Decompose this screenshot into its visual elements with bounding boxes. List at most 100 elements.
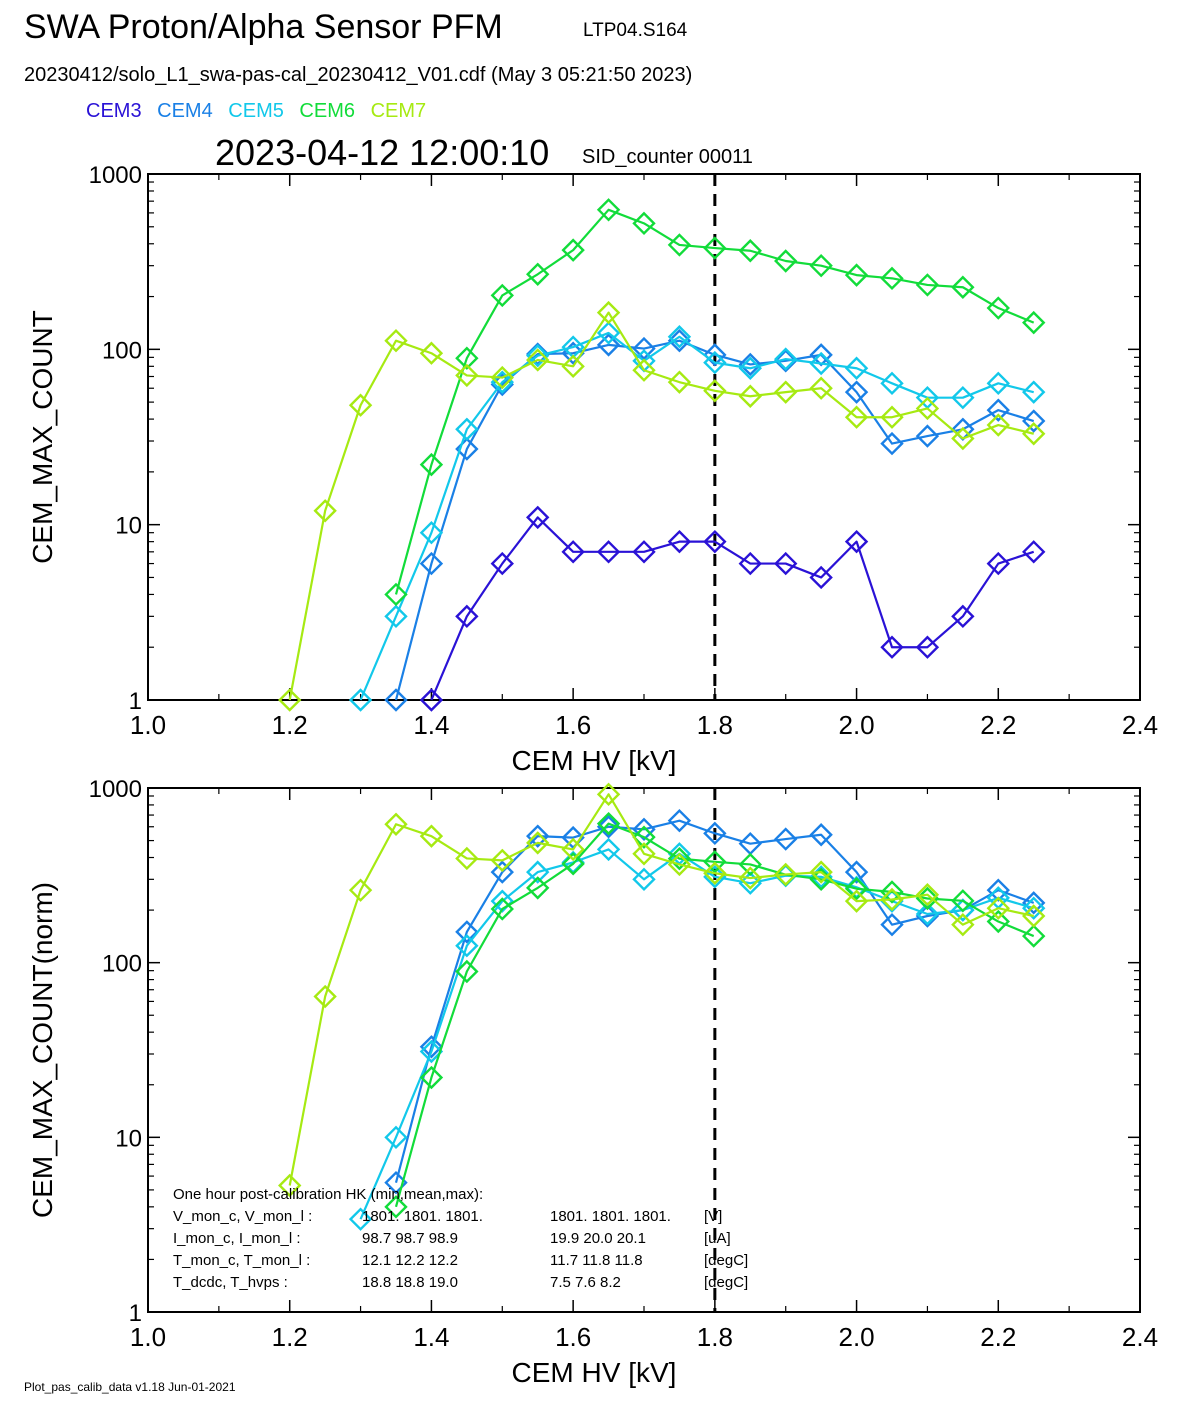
data-point [632,358,656,382]
footer-version: Plot_pas_calib_data v1.18 Jun-01-2021 [24,1380,236,1394]
data-point [455,934,479,958]
data-point [915,273,940,297]
data-point [667,329,692,353]
data-point [844,405,869,429]
data-point [809,253,833,278]
data-point [419,1065,444,1090]
x-tick-label: 2.2 [980,1322,1016,1352]
data-point [844,860,869,884]
data-point [561,837,585,862]
data-point [880,635,904,659]
data-point [384,688,408,712]
data-point [526,876,550,900]
data-point [738,551,762,576]
hk-row-c-values: 18.8 18.8 19.0 [362,1274,458,1291]
hk-text-block: One hour post-calibration HK (min,mean,m… [173,1186,748,1291]
data-point [596,837,621,862]
data-point [455,959,479,984]
data-point [313,984,337,1009]
series-line [394,208,1035,595]
x-tick-label: 2.0 [838,710,874,740]
hk-row-label: I_mon_c, I_mon_l : [173,1230,301,1247]
x-tick-label: 1.8 [697,1322,733,1352]
x-tick-label: 1.2 [272,1322,308,1352]
data-point [490,370,514,394]
data-point [667,852,692,877]
data-point [951,385,975,410]
data-point [774,551,798,576]
data-point [384,604,408,629]
data-point [596,300,621,325]
data-point [526,860,550,884]
data-point [809,343,833,367]
data-point [490,897,514,921]
hk-heading: One hour post-calibration HK (min,mean,m… [173,1186,483,1203]
data-point [809,823,833,847]
x-tick-label: 2.4 [1122,710,1158,740]
data-point [632,211,656,236]
data-point [915,424,940,448]
data-point [738,356,762,380]
data-point [419,520,444,545]
y-tick-label: 1000 [89,162,142,189]
data-point [986,296,1010,320]
data-point [809,565,833,590]
data-point [774,862,798,887]
data-point [632,867,656,892]
data-point [526,343,550,368]
legend-item-cem6: CEM6 [299,100,355,122]
data-point [703,236,727,260]
data-point [1022,891,1046,915]
hk-row-c-values: 98.7 98.7 98.9 [362,1230,458,1247]
data-point [986,909,1010,934]
x-tick-label: 1.4 [413,710,449,740]
data-point [526,348,550,372]
x-tick-label: 1.4 [413,1322,449,1352]
data-point [1022,310,1046,335]
data-point [809,860,833,884]
data-point [348,1207,373,1231]
data-point [561,540,585,564]
data-point [880,371,904,396]
data-point [915,902,940,926]
series-line [288,793,1034,1186]
data-point [1022,540,1046,564]
data-point [667,233,692,257]
x-tick-label: 2.0 [838,1322,874,1352]
data-point [738,384,762,408]
data-point [384,812,408,836]
data-point [596,811,621,836]
data-point [561,238,585,262]
data-point [844,889,869,913]
data-point [419,688,444,712]
data-point [774,827,798,851]
series-line [394,339,1035,701]
y-tick-label: 1000 [89,776,142,803]
data-point [951,912,975,937]
data-point [667,529,692,554]
data-point [667,808,692,833]
data-point [951,889,975,913]
data-point [986,398,1010,422]
hk-row-unit: [uA] [704,1230,731,1247]
data-point [490,283,514,308]
data-point [596,540,621,564]
data-point [951,275,975,299]
data-point [1022,422,1046,446]
data-point [844,529,869,554]
series-line [430,516,1035,701]
data-point [703,861,727,885]
data-point [348,878,373,902]
x-axis-label: CEM HV [kV] [512,1357,677,1388]
legend-item-cem5: CEM5 [228,100,284,122]
series-line [359,848,1035,1220]
hk-row-label: T_dcdc, T_hvps : [173,1274,288,1291]
hk-row-unit: [degC] [704,1252,748,1269]
data-point [1022,409,1046,433]
x-tick-label: 1.2 [272,710,308,740]
data-point [490,365,514,390]
data-point [632,817,656,842]
data-point [844,877,869,901]
data-point [384,1195,408,1219]
